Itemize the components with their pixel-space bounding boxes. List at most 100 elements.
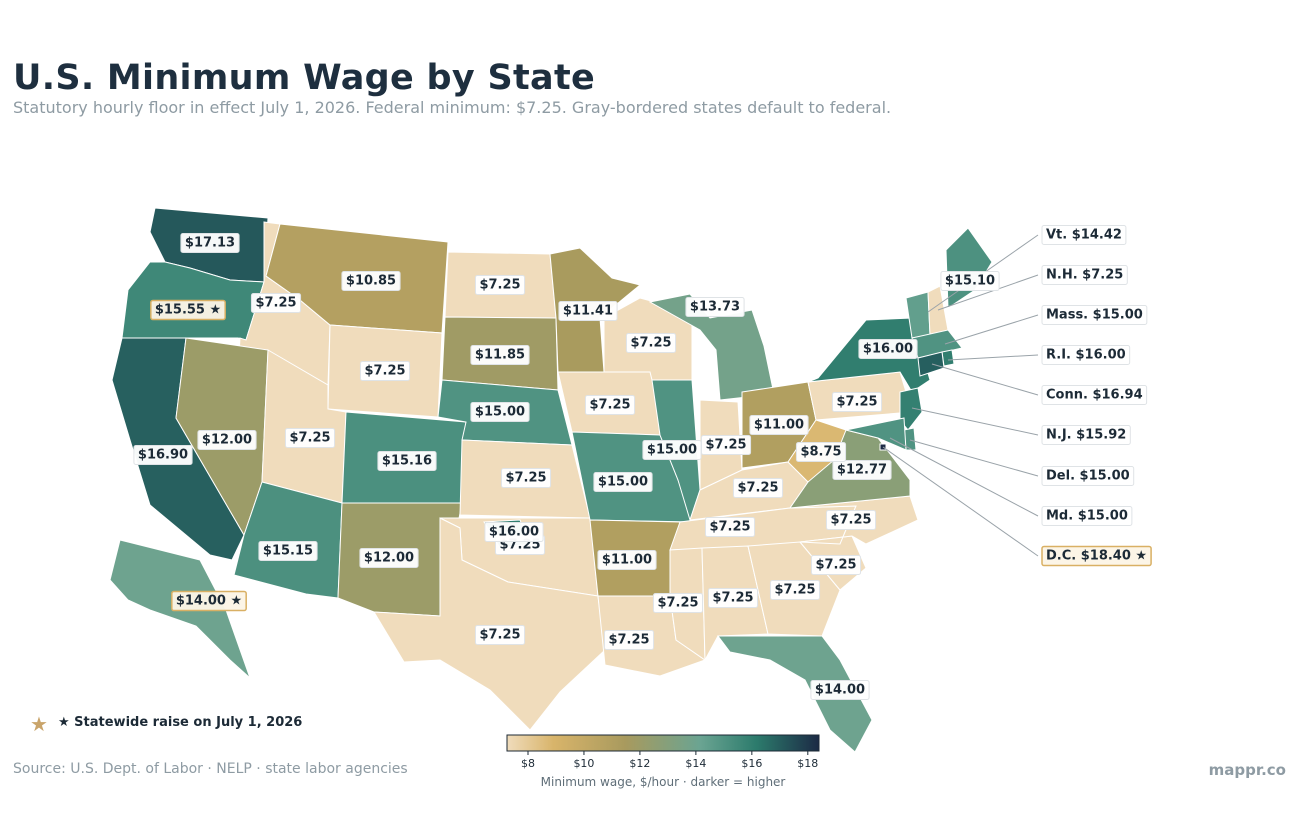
state-label-mo-text: $15.00 [598, 475, 648, 490]
callout-nh: N.H. $7.25 [1041, 265, 1128, 285]
state-label-ak: $14.00 ★ [171, 590, 247, 612]
state-label-pa-text: $7.25 [836, 395, 877, 410]
state-label-mn-text: $11.41 [563, 304, 613, 319]
state-label-wv: $8.75 [795, 442, 847, 462]
callout-ri: R.I. $16.00 [1041, 345, 1131, 365]
state-label-al: $7.25 [707, 588, 759, 608]
state-label-oh-text: $11.00 [754, 418, 804, 433]
state-shape-me[interactable] [945, 227, 993, 309]
colorbar-tick-label: $16 [741, 757, 762, 770]
legend-label: ★ Statewide raise on July 1, 2026 [58, 715, 303, 730]
star-icon: ★ [30, 712, 48, 736]
callout-leader-nh [937, 274, 1039, 311]
state-label-ut-text: $7.25 [289, 431, 330, 446]
callout-leader-ma [944, 314, 1039, 345]
state-label-ak-box [171, 590, 247, 612]
colorbar-tick-label: $18 [797, 757, 818, 770]
state-label-nm: $12.00 [359, 548, 419, 568]
state-label-ky-box [732, 478, 784, 498]
source-note: Source: U.S. Dept. of Labor · NELP · sta… [13, 761, 408, 777]
state-shape-md[interactable] [845, 417, 907, 451]
state-label-tn: $7.25 [704, 517, 756, 537]
state-shape-fl[interactable] [717, 635, 873, 753]
state-label-ga: $7.25 [769, 580, 821, 600]
state-label-va-text: $12.77 [837, 463, 887, 478]
state-label-tx-text: $7.25 [479, 628, 520, 643]
callout-de-text: Del. $15.00 [1046, 469, 1130, 484]
colorbar-title: Minimum wage, $/hour · darker = higher [540, 775, 786, 789]
colorbar-ticks: $8 $10 $12 $14 $16 $18 [521, 751, 818, 770]
state-label-va: $12.77 [832, 460, 892, 480]
state-label-oh-box [749, 415, 809, 435]
colorbar-tick-label: $12 [629, 757, 650, 770]
state-label-wi: $7.25 [625, 333, 677, 353]
state-label-ky-text: $7.25 [737, 481, 778, 496]
state-label-al-box [707, 588, 759, 608]
state-label-mo-box [593, 472, 653, 492]
colorbar-tick-label: $10 [573, 757, 594, 770]
state-label-id-text: $7.25 [255, 296, 296, 311]
state-label-ks-box [500, 468, 552, 488]
state-label-nc: $7.25 [825, 510, 877, 530]
state-label-ks: $7.25 [500, 468, 552, 488]
state-labels: $17.13 $15.55 ★ $16.90 $7.25 $12.00 $10.85 $7.… [133, 233, 1000, 700]
state-label-mo: $15.00 [593, 472, 653, 492]
state-label-mt-box [341, 271, 401, 291]
callout-leader-ct [931, 363, 1039, 396]
callout-leader-dc [882, 446, 1039, 557]
state-label-ak-text: $14.00 ★ [176, 594, 242, 609]
page-subtitle: Statutory hourly floor in effect July 1,… [13, 98, 892, 117]
state-label-ny: $16.00 [858, 339, 918, 359]
state-label-tx: $7.25 [474, 625, 526, 645]
state-label-ga-text: $7.25 [774, 583, 815, 598]
state-label-wy: $7.25 [359, 361, 411, 381]
state-label-nv-text: $12.00 [202, 433, 252, 448]
state-label-tn-text: $7.25 [709, 520, 750, 535]
callout-leader-nj [911, 407, 1039, 436]
state-shape-nj[interactable] [899, 387, 923, 431]
state-label-id: $7.25 [250, 293, 302, 313]
state-label-oh: $11.00 [749, 415, 809, 435]
callout-vt-text: Vt. $14.42 [1046, 228, 1122, 243]
state-label-ky: $7.25 [732, 478, 784, 498]
state-label-co-box [377, 451, 437, 471]
callout-ma: Mass. $15.00 [1041, 305, 1148, 325]
callout-nh-text: N.H. $7.25 [1046, 268, 1123, 283]
state-label-az-box [258, 541, 318, 561]
state-label-la-text: $7.25 [608, 633, 649, 648]
state-label-fl: $14.00 [810, 680, 870, 700]
state-label-ia-text: $7.25 [589, 398, 630, 413]
callout-ct: Conn. $16.94 [1041, 385, 1148, 405]
state-label-ut: $7.25 [284, 428, 336, 448]
state-label-va-box [832, 460, 892, 480]
state-label-tn-box [704, 517, 756, 537]
state-label-nv: $12.00 [197, 430, 257, 450]
colorbar: $8 $10 $12 $14 $16 $18 [506, 734, 820, 770]
state-label-pa: $7.25 [831, 392, 883, 412]
callout-de-box [1041, 466, 1135, 486]
state-label-wv-text: $8.75 [800, 445, 841, 460]
state-label-hi: $16.00 [484, 522, 544, 542]
state-label-me-text: $15.10 [945, 274, 995, 289]
callout-vt: Vt. $14.42 [1041, 225, 1127, 245]
state-label-nd-box [474, 275, 526, 295]
state-label-sc: $7.25 [810, 555, 862, 575]
state-label-la-box [603, 630, 655, 650]
colorbar-tick-label: $8 [521, 757, 535, 770]
state-label-mt: $10.85 [341, 271, 401, 291]
state-label-hi-box [484, 522, 544, 542]
state-label-id-box [250, 293, 302, 313]
callout-ma-box [1041, 305, 1148, 325]
state-label-ny-box [858, 339, 918, 359]
state-label-nd-text: $7.25 [479, 278, 520, 293]
state-shape-tx[interactable] [373, 517, 606, 731]
state-label-wa-text: $17.13 [185, 236, 235, 251]
state-label-ms-text: $7.25 [657, 596, 698, 611]
state-label-nv-box [197, 430, 257, 450]
callout-ct-text: Conn. $16.94 [1046, 388, 1143, 403]
state-label-ks-text: $7.25 [505, 471, 546, 486]
state-label-sd-text: $11.85 [475, 348, 525, 363]
callout-leader-md [889, 437, 1039, 517]
state-label-in-text: $7.25 [705, 438, 746, 453]
